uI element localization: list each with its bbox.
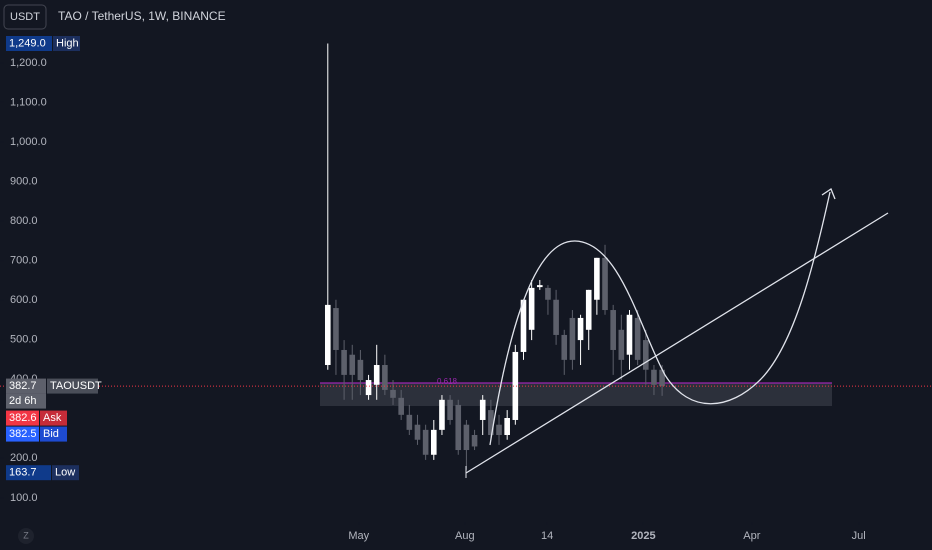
candle-body: [594, 257, 600, 300]
plot-area: 100.0200.0400.0500.0600.0700.0800.0900.0…: [0, 43, 932, 542]
candle-body: [373, 365, 380, 385]
reset-button[interactable]: [18, 528, 34, 544]
y-tick-label: 500.0: [10, 334, 38, 346]
x-tick-label: Apr: [743, 530, 760, 542]
price-tag-text: Ask: [43, 412, 62, 424]
y-tick-label: 800.0: [10, 215, 38, 227]
price-tag-text: TAOUSDT: [50, 380, 102, 392]
candle-body: [496, 424, 502, 435]
candle-body: [610, 310, 616, 350]
price-tag: [6, 410, 39, 426]
y-tick-label: 200.0: [10, 452, 38, 464]
x-tick-label: 2025: [631, 530, 655, 542]
price-tag-name: [40, 426, 67, 442]
candle-body: [439, 399, 445, 430]
price-tag-text: Low: [55, 467, 75, 479]
candle-body: [536, 285, 543, 288]
currency[interactable]: USDT: [10, 11, 40, 23]
candle-body: [406, 414, 413, 430]
candle-body: [602, 257, 608, 311]
price-tag-value: 163.7: [9, 467, 37, 479]
candle-body: [414, 424, 421, 440]
candle-body: [479, 399, 486, 420]
reset-label[interactable]: Z: [23, 530, 29, 540]
candle-body: [341, 349, 347, 375]
candle-body: [430, 429, 437, 455]
candle-body: [398, 397, 404, 415]
candle-body: [520, 299, 527, 352]
candle-body: [577, 317, 584, 341]
candle-body: [390, 389, 396, 398]
x-tick-label: 14: [541, 530, 553, 542]
y-tick-label: 600.0: [10, 294, 38, 306]
price-tag-name: [47, 378, 98, 394]
candle-body: [504, 417, 510, 435]
candle-body: [651, 369, 657, 385]
candle-body: [561, 334, 568, 360]
price-tag-value: 1,249.0: [9, 37, 46, 49]
candle-body: [382, 365, 388, 390]
candle-body: [455, 404, 462, 451]
y-tick-label: 1,000.0: [10, 136, 47, 148]
candle-body: [349, 354, 356, 375]
projection-curve: [489, 191, 831, 446]
price-tag-text: High: [56, 37, 79, 49]
price-tag-value: 382.7: [9, 380, 37, 392]
price-tag-name: [52, 465, 79, 481]
price-tags: 1,249.0 High 163.7 Low 382.7 TAOUSDT 2d 6h 382.…: [6, 36, 102, 481]
y-tick-label: 100.0: [10, 492, 38, 504]
y-tick-label: 700.0: [10, 255, 38, 267]
x-tick-label: May: [348, 530, 369, 542]
price-tag-value: 382.5: [9, 428, 37, 440]
y-tick-label: 1,200.0: [10, 57, 47, 69]
candle-body: [626, 314, 633, 355]
candle-body: [488, 410, 494, 435]
candle-body: [585, 289, 592, 330]
y-tick-label: 1,100.0: [10, 96, 47, 108]
candle-body: [553, 299, 559, 335]
trend-line: [465, 212, 889, 474]
x-tick-label: Aug: [455, 530, 475, 542]
candle-body: [357, 359, 364, 381]
arrow-head: [821, 188, 836, 200]
candle-body: [659, 369, 665, 387]
fib-label: 0.618: [437, 377, 458, 386]
candle-body: [634, 317, 641, 360]
price-tag-name: [53, 36, 80, 51]
candle-body: [463, 424, 470, 451]
price-tag-name: [40, 410, 67, 426]
price-tag: [6, 465, 51, 481]
price-tag: [6, 378, 46, 394]
candle-body: [528, 287, 535, 330]
countdown-box: [6, 393, 46, 409]
candle-body: [365, 380, 372, 396]
chart-title: TAO / TetherUS, 1W, BINANCE: [58, 9, 226, 23]
currency-button[interactable]: [3, 4, 47, 30]
candle-body: [642, 340, 649, 370]
price-tag-value: 382.6: [9, 412, 37, 424]
countdown: 2d 6h: [9, 395, 37, 407]
candle-body: [618, 329, 625, 360]
candle-body: [471, 435, 478, 447]
candle-body: [324, 304, 331, 366]
price-tag: [6, 36, 52, 51]
candle-body: [545, 287, 551, 300]
x-tick-label: Jul: [852, 530, 866, 542]
price-tag: [6, 426, 39, 442]
candle-body: [333, 308, 339, 350]
candle-body: [569, 317, 576, 360]
candle-body: [447, 399, 453, 420]
y-tick-label: 900.0: [10, 175, 38, 187]
candle-body: [512, 351, 519, 420]
price-tag-text: Bid: [43, 428, 59, 440]
candle-body: [422, 429, 429, 455]
